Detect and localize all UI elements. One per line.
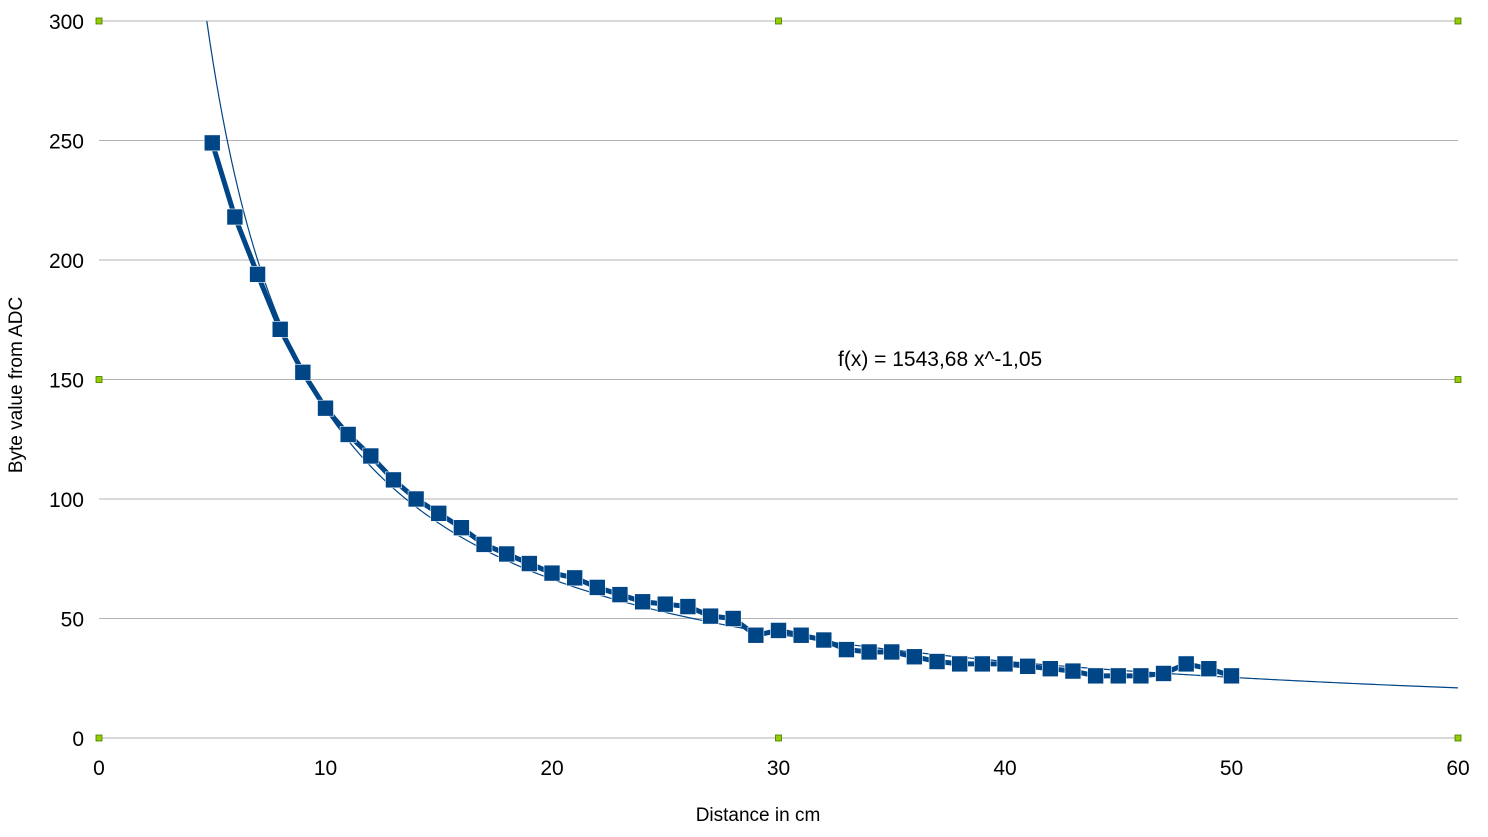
data-point — [611, 586, 629, 603]
gridlines — [99, 20, 1458, 739]
x-axis-title: Distance in cm — [696, 805, 821, 826]
selection-handle — [1454, 734, 1462, 742]
x-tick-label-0: 0 — [93, 757, 105, 780]
y-tick-label-150: 150 — [49, 370, 84, 393]
y-axis-ticks: 0 50 100 150 200 250 300 — [49, 11, 84, 751]
trendline-layer — [206, 20, 1459, 689]
trendline — [206, 20, 1459, 689]
data-point — [294, 364, 312, 381]
data-point — [634, 593, 651, 611]
selection-handle — [95, 376, 103, 383]
data-point — [271, 321, 289, 338]
selection-handle — [1454, 17, 1462, 25]
trendline-equation: f(x) = 1543,68 x^-1,05 — [838, 348, 1042, 371]
y-tick-label-50: 50 — [61, 609, 84, 632]
selection-handle — [95, 734, 103, 742]
data-point — [838, 641, 855, 658]
y-tick-label-300: 300 — [49, 11, 84, 34]
x-tick-label-10: 10 — [314, 757, 337, 780]
x-tick-label-20: 20 — [540, 757, 563, 780]
x-tick-label-50: 50 — [1220, 757, 1243, 780]
data-point — [521, 555, 538, 572]
data-point — [906, 648, 923, 666]
y-tick-label-0: 0 — [72, 728, 84, 751]
data-point — [1019, 657, 1036, 675]
x-axis-ticks: 0 10 20 30 40 50 60 — [93, 757, 1470, 780]
data-point — [226, 208, 244, 226]
data-point — [1042, 660, 1059, 677]
data-point — [883, 643, 901, 661]
y-tick-label-100: 100 — [49, 489, 84, 512]
data-point — [702, 607, 719, 625]
y-tick-label-250: 250 — [49, 131, 84, 154]
data-point — [951, 655, 969, 673]
data-point — [792, 626, 810, 644]
data-point — [1200, 660, 1218, 677]
selection-handle — [95, 17, 103, 25]
x-tick-label-40: 40 — [993, 757, 1016, 780]
data-point — [1155, 665, 1172, 682]
data-point — [656, 595, 674, 613]
series-line — [209, 142, 1233, 679]
selection-handles — [95, 17, 1462, 742]
data-point — [860, 643, 878, 661]
data-point — [475, 536, 493, 553]
data-point — [770, 622, 787, 639]
data-point — [203, 134, 221, 152]
data-point — [385, 471, 402, 489]
data-point — [1177, 655, 1195, 673]
data-point — [566, 569, 583, 587]
data-point — [724, 610, 742, 627]
data-point — [996, 655, 1014, 673]
data-point — [407, 490, 425, 508]
data-point — [1064, 662, 1082, 680]
data-point — [928, 653, 946, 670]
data-point — [1087, 667, 1104, 685]
selection-handle — [775, 734, 782, 742]
data-point — [317, 399, 334, 417]
data-point — [679, 598, 697, 615]
selection-handle — [775, 17, 782, 25]
data-point — [543, 564, 561, 582]
y-axis-title: Byte value from ADC — [6, 297, 27, 473]
data-point — [815, 631, 833, 649]
data-point — [974, 655, 991, 673]
data-point — [430, 505, 448, 522]
data-point — [362, 447, 380, 465]
data-point — [249, 266, 266, 283]
data-point — [1132, 667, 1150, 685]
series-layer — [203, 134, 1240, 685]
x-tick-label-60: 60 — [1446, 757, 1469, 780]
data-point — [453, 519, 470, 536]
x-tick-label-30: 30 — [767, 757, 790, 780]
data-point — [498, 545, 516, 563]
data-point — [1223, 667, 1240, 685]
data-point — [1109, 667, 1127, 685]
data-point — [588, 579, 606, 596]
selection-handle — [1454, 376, 1462, 383]
data-point — [747, 626, 765, 644]
data-point — [339, 426, 357, 443]
y-tick-label-200: 200 — [49, 250, 84, 273]
